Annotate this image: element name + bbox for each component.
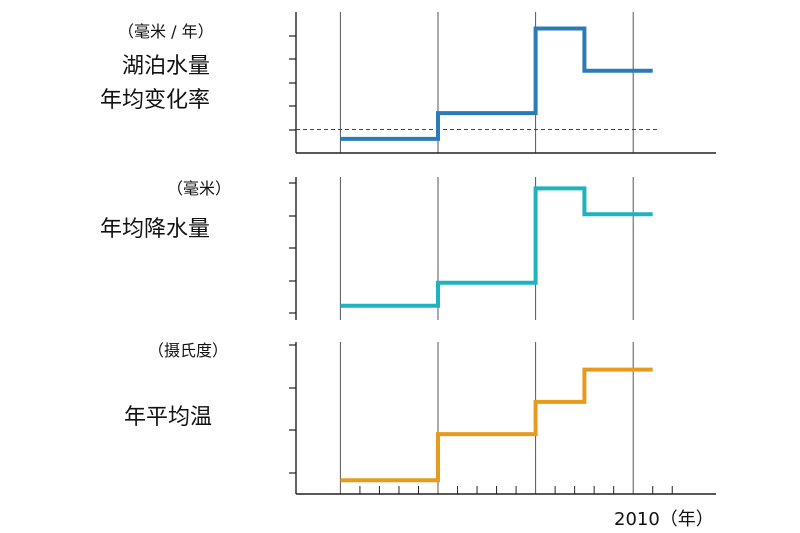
panel2-unit-label: （毫米） (167, 179, 232, 198)
panel1-unit-label: （毫米 / 年） (118, 22, 214, 41)
panel3-title: 年平均温 (124, 405, 213, 430)
panel3-unit-label: （摄氏度） (148, 341, 229, 360)
step-series-line-panel2 (340, 186, 653, 308)
panel1-title-line2: 年均变化率 (100, 88, 211, 113)
step-series-line-panel1 (340, 26, 653, 141)
panel2-title: 年均降水量 (100, 217, 211, 242)
panel1-title-line1: 湖泊水量 (122, 54, 211, 79)
x-tick-label-2010: 2010（年） (614, 509, 714, 530)
step-series-line-panel3 (340, 367, 653, 483)
